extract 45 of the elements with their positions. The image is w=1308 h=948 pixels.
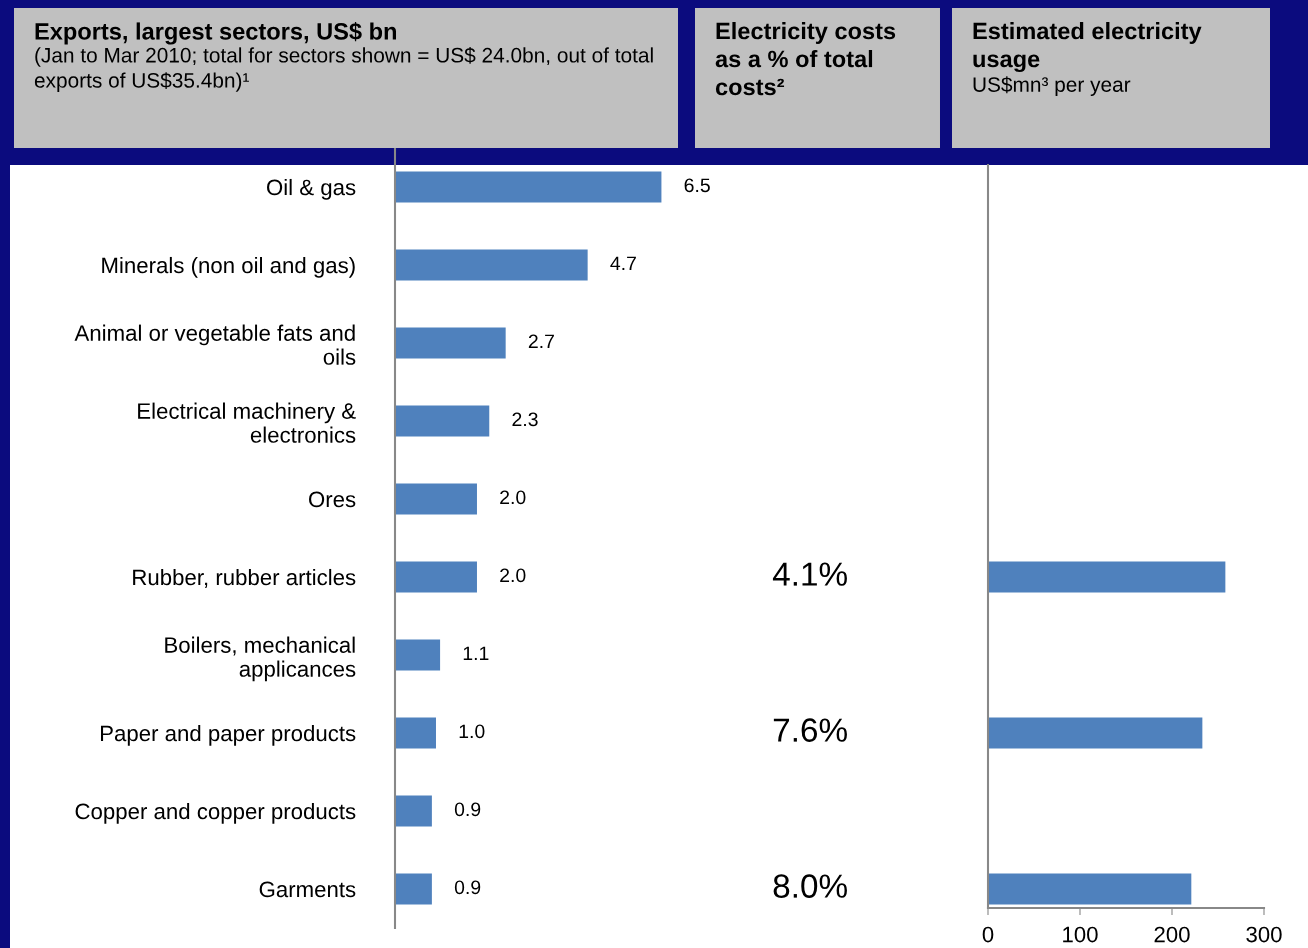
data-label: 0.9: [454, 802, 481, 817]
bar: [395, 483, 477, 515]
chart-subtitle: (Jan to Mar 2010; total for sectors shown = US$ 24.0bn, out of total exports of US$35.4bn)¹: [34, 46, 653, 92]
y-tick-label: Copper and copper products: [75, 802, 356, 824]
data-label: 2.7: [528, 334, 554, 349]
data-label: 2.0: [500, 490, 526, 505]
bar: [395, 561, 477, 593]
bar: [988, 873, 1192, 905]
bar: [395, 249, 588, 281]
chart-subtitle: US$mn³ per year: [973, 76, 1131, 97]
data-label: 4.7: [610, 256, 636, 271]
x-tick-label: 0: [982, 926, 994, 943]
bar: [395, 327, 506, 359]
y-tick-label: Boilers, mechanical applicances: [165, 636, 356, 682]
x-tick-label: 200: [1154, 926, 1190, 943]
bar: [395, 405, 490, 437]
y-tick-label: Animal or vegetable fats and oils: [74, 324, 356, 365]
data-label: 6.5: [684, 178, 710, 193]
data-label: 2.0: [500, 568, 526, 583]
data-label: 2.3: [512, 412, 538, 427]
text: Electricity costs as a % of total costs²: [715, 22, 896, 96]
bar: [395, 717, 436, 749]
data-label: 1.0: [459, 724, 485, 739]
y-tick-label: Ores: [309, 491, 356, 508]
chart-title: Estimated electricity usage: [973, 22, 1202, 73]
y-tick-label: Rubber, rubber articles: [133, 568, 356, 588]
bar: [988, 561, 1226, 593]
bar: [988, 717, 1203, 749]
data-label: 0.9: [454, 880, 481, 895]
x-tick-label: 100: [1063, 926, 1098, 943]
y-tick-label: Oil & gas: [267, 178, 356, 200]
data-label: 7.6%: [773, 718, 847, 742]
data-label: 4.1%: [772, 562, 847, 586]
data-label: 1.1: [463, 646, 489, 661]
y-tick-label: Minerals (non oil and gas): [102, 256, 355, 278]
data-label: 8.0%: [773, 874, 847, 898]
y-tick-label: Garments: [259, 881, 356, 898]
chart-title: Exports, largest sectors, US$ bn: [35, 22, 397, 45]
bar: [395, 795, 432, 827]
x-tick-label: 300: [1246, 926, 1282, 943]
y-tick-label: Paper and paper products: [100, 724, 356, 746]
bar: [395, 639, 441, 671]
bar: [395, 873, 432, 905]
y-tick-label: Electrical machinery & electronics: [138, 402, 356, 443]
bar: [395, 171, 662, 203]
